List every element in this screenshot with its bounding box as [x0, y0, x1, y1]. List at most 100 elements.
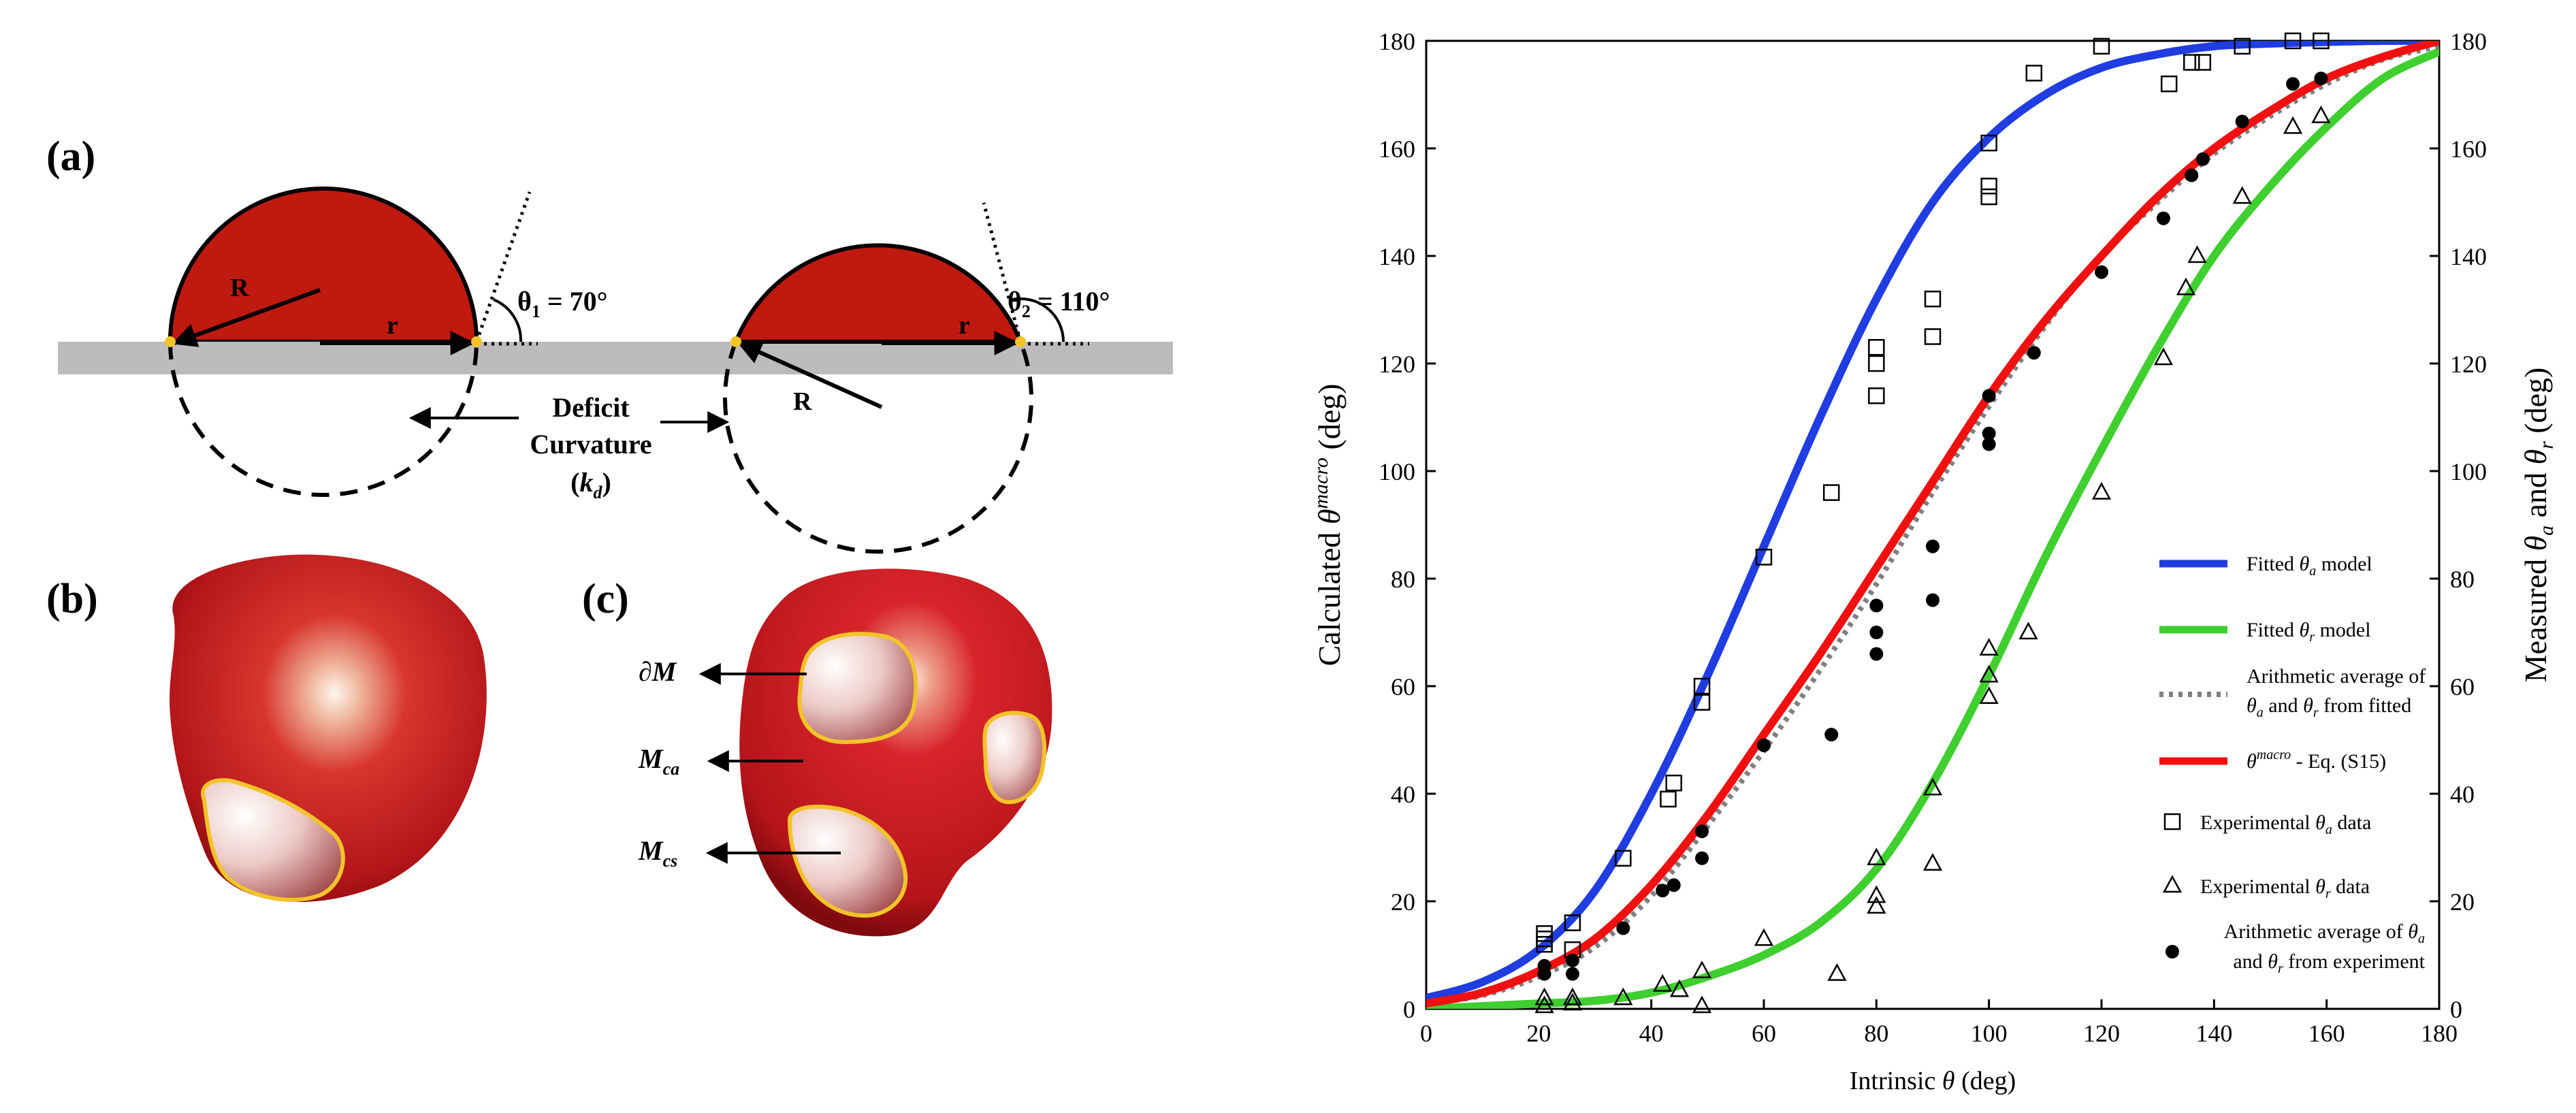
marker-exp-average	[1565, 967, 1579, 981]
marker-exp-average	[1656, 884, 1670, 898]
y-tick-label-left: 20	[1391, 888, 1415, 916]
y-tick-label-left: 160	[1379, 135, 1415, 163]
marker-exp-average	[2235, 114, 2249, 129]
legend-text-theta-macro: θmacro - Eq. (S15)	[2247, 747, 2386, 773]
x-tick-label: 140	[2195, 1020, 2232, 1047]
y-tick-label-left: 40	[1391, 781, 1415, 808]
left-R-label: R	[230, 274, 249, 302]
y-tick-label-right: 80	[2450, 566, 2475, 593]
marker-exp-average	[1982, 389, 1996, 403]
marker-exp-theta-r	[2091, 481, 2112, 500]
panel-b-label: (b)	[46, 576, 98, 622]
y-axis-right-ticks: 0 20 40 60 80 100 120 140 160 180	[2430, 28, 2487, 1023]
left-droplet	[167, 187, 479, 344]
marker-exp-theta-a	[1868, 387, 1885, 404]
y-tick-label-right: 100	[2450, 458, 2487, 485]
y-axis-left-ticks: 0 20 40 60 80 100 120 140 160 180	[1379, 28, 1436, 1023]
marker-exp-theta-r	[1613, 987, 1633, 1005]
y-tick-label-left: 80	[1391, 566, 1415, 593]
legend-text-fitted-theta-r: Fitted θr model	[2247, 619, 2371, 645]
marker-exp-theta-r	[1979, 638, 1999, 656]
series-lines	[1426, 41, 2439, 1009]
marker-exp-theta-r	[1692, 961, 1712, 978]
right-deficit-arc	[723, 340, 1033, 554]
marker-exp-average	[1982, 426, 1996, 440]
marker-exp-theta-r	[1922, 777, 1943, 796]
legend: Fitted θa model Fitted θr model Arithmet…	[2159, 553, 2426, 976]
y-tick-label-right: 40	[2450, 781, 2475, 808]
marker-exp-theta-a	[1924, 290, 1942, 308]
marker-exp-average	[1667, 878, 1681, 892]
marker-exp-average	[1869, 598, 1884, 613]
panel-b: (b)	[46, 554, 487, 903]
right-r-label: r	[959, 311, 970, 340]
series-line-3	[1426, 41, 2439, 1008]
marker-exp-theta-a	[1755, 549, 1773, 566]
series-line-1	[1426, 47, 2439, 1009]
legend-marker-triangle	[2162, 875, 2183, 893]
marker-exp-theta-r	[2153, 347, 2174, 366]
boundary-dM-label: ∂M	[639, 656, 677, 687]
left-contact-point-right	[471, 336, 482, 347]
deficit-label-line2: Curvature	[530, 429, 651, 459]
marker-exp-theta-a	[2160, 75, 2178, 93]
marker-exp-theta-r	[1827, 963, 1847, 981]
x-axis-ticks: 0 20 40 60 80 100 120 140 160 180	[1420, 999, 2458, 1047]
x-tick-label: 40	[1639, 1020, 1664, 1047]
panel-c-label: (c)	[582, 576, 629, 622]
marker-exp-average	[2314, 71, 2328, 86]
right-angle-arc	[1009, 297, 1065, 342]
blob-c-patch-right	[982, 711, 1047, 805]
y-tick-label-left: 100	[1379, 458, 1415, 485]
marker-exp-theta-r	[1867, 896, 1886, 914]
marker-exp-theta-a	[1615, 850, 1632, 867]
panel-a: (a) R r θ1 = 70° R r θ2 = 110° Deficit C…	[46, 133, 1173, 554]
marker-exp-theta-a	[2183, 54, 2200, 71]
marker-exp-theta-a	[1980, 188, 1997, 206]
legend-text-fitted-theta-a: Fitted θa model	[2247, 553, 2372, 579]
x-tick-label: 180	[2421, 1020, 2458, 1047]
marker-exp-theta-a	[1868, 339, 1885, 356]
marker-exp-theta-r	[2232, 186, 2252, 204]
panel-a-label: (a)	[46, 133, 95, 180]
marker-exp-theta-r	[2187, 245, 2207, 263]
marker-exp-average	[1824, 728, 1839, 742]
x-tick-label: 160	[2308, 1020, 2345, 1047]
y-tick-label-left: 60	[1391, 673, 1415, 700]
y-tick-label-right: 160	[2450, 135, 2487, 163]
theta2-label: θ2 = 110°	[1008, 286, 1110, 321]
x-tick-label: 20	[1526, 1020, 1551, 1047]
marker-exp-theta-a	[1822, 484, 1840, 501]
marker-exp-theta-r	[1653, 973, 1673, 992]
blob-c-patch-bottom	[787, 805, 908, 918]
blob-b-patch	[201, 778, 345, 902]
marker-exp-theta-r	[1979, 686, 1999, 705]
marker-exp-average	[1869, 626, 1884, 639]
marker-exp-theta-a	[1665, 774, 1682, 792]
marker-exp-average	[2156, 211, 2170, 225]
legend-text-avg-exp-1: Arithmetic average of θa	[2224, 920, 2425, 946]
blob-c-patch-top	[797, 632, 918, 745]
right-R-label: R	[793, 387, 812, 416]
y-axis-right-label: Measured θa and θr (deg)	[2518, 368, 2558, 683]
legend-text-exp-theta-a: Experimental θa data	[2200, 811, 2371, 837]
right-tangent-line	[982, 202, 1023, 342]
y-tick-label-right: 180	[2450, 28, 2487, 55]
panel-c: (c) ∂M Mca Mcs	[582, 568, 1052, 937]
marker-exp-theta-a	[1660, 790, 1677, 808]
marker-exp-theta-a	[2234, 37, 2251, 55]
y-tick-label-right: 120	[2450, 351, 2487, 378]
left-angle-arc	[493, 298, 523, 342]
deficit-label-kd: (kd)	[570, 467, 611, 502]
marker-exp-theta-a	[2093, 37, 2110, 55]
marker-exp-theta-r	[1867, 885, 1886, 903]
mcs-label: Mcs	[638, 835, 677, 871]
marker-exp-theta-a	[1980, 178, 1997, 195]
x-tick-label: 0	[1420, 1020, 1432, 1047]
left-contact-point-left	[165, 336, 176, 347]
marker-exp-theta-a	[2284, 32, 2302, 50]
right-contact-point-left	[730, 336, 741, 347]
left-tangent-line	[474, 191, 532, 342]
marker-exp-average	[1565, 953, 1579, 967]
